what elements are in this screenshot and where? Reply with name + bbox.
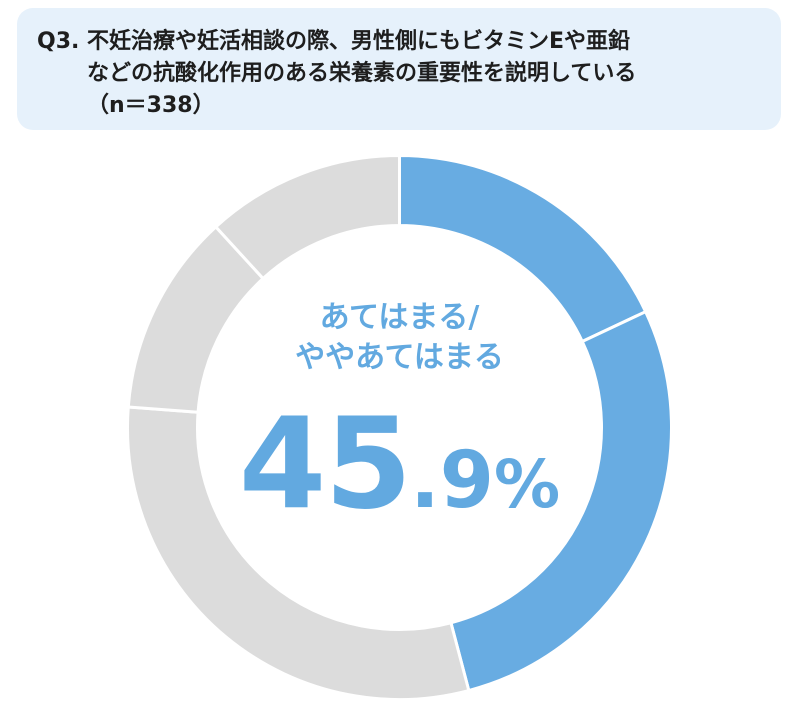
center-label-line-2: ややあてはまる bbox=[295, 340, 504, 375]
donut-slice-3 bbox=[126, 405, 471, 701]
question-line-2: などの抗酸化作用のある栄養素の重要性を説明している bbox=[87, 61, 637, 86]
center-label-line-1: あてはまる/ bbox=[319, 300, 480, 335]
donut-slice-2 bbox=[449, 309, 673, 693]
center-value-integer: 45 bbox=[238, 390, 412, 537]
question-text-1: 不妊治療や妊活相談の際、男性側にもビタミンEや亜鉛 bbox=[87, 29, 631, 54]
donut-slice-5 bbox=[213, 153, 401, 281]
center-value: 45.9% bbox=[122, 390, 677, 537]
center-value-percent: % bbox=[494, 446, 561, 523]
question-box: Q3. 不妊治療や妊活相談の際、男性側にもビタミンEや亜鉛 などの抗酸化作用のある… bbox=[17, 8, 781, 130]
donut-svg bbox=[126, 153, 673, 701]
sample-size: （n＝338） bbox=[87, 93, 215, 118]
question-label: Q3. bbox=[37, 29, 80, 54]
donut-chart: あてはまる/ ややあてはまる 45.9% bbox=[122, 150, 677, 705]
center-value-decimal: .9 bbox=[410, 436, 495, 526]
question-line-1: Q3. 不妊治療や妊活相談の際、男性側にもビタミンEや亜鉛 bbox=[37, 26, 761, 58]
